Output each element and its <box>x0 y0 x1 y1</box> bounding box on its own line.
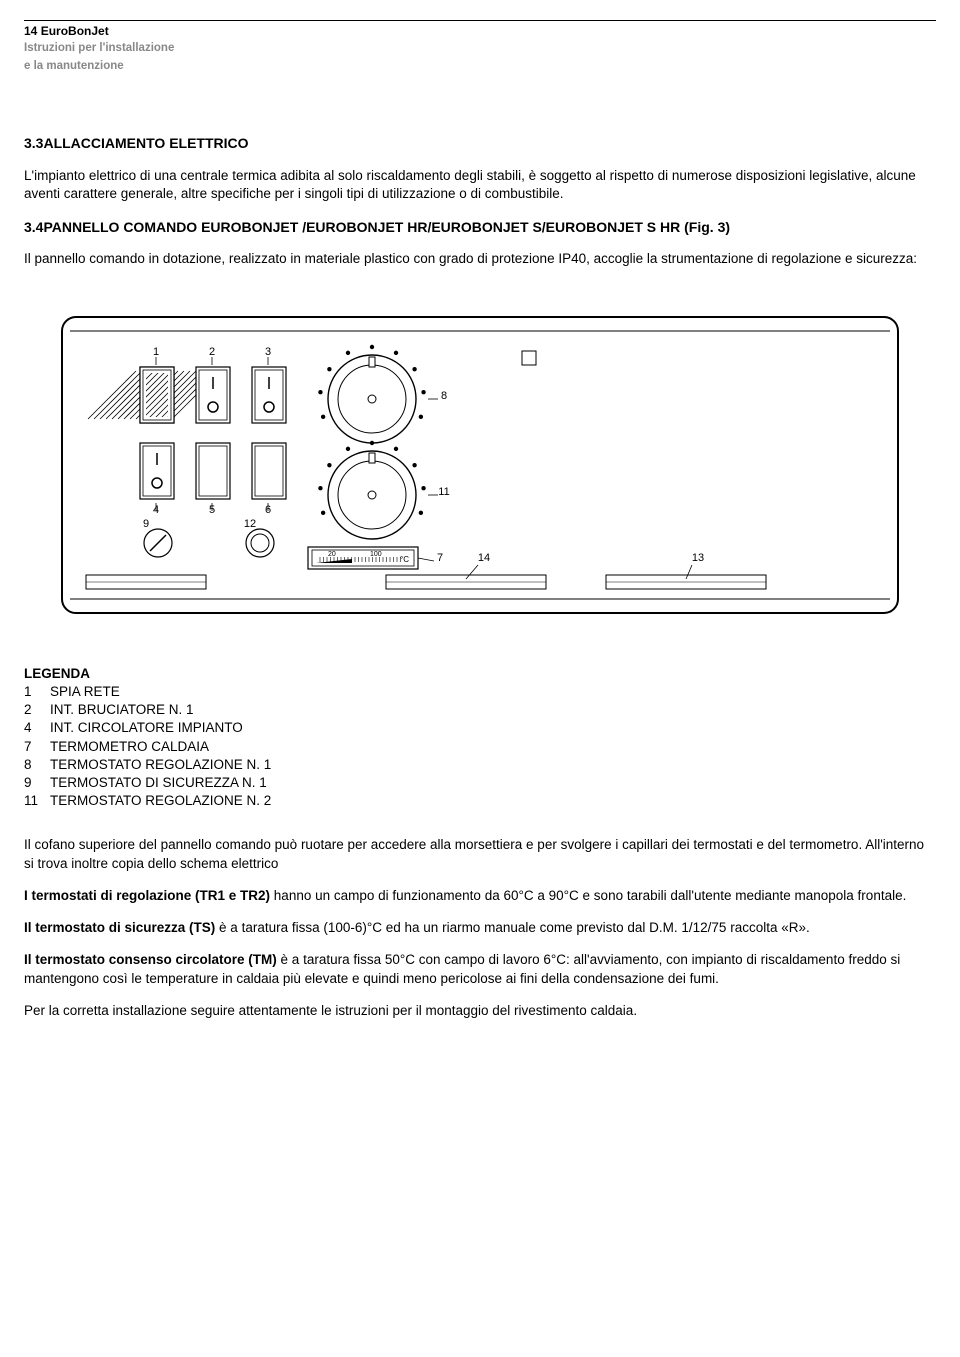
section-33-title: 3.3ALLACCIAMENTO ELETTRICO <box>24 134 936 153</box>
legend-item: 11TERMOSTATO REGOLAZIONE N. 2 <box>24 792 936 810</box>
svg-text:13: 13 <box>692 552 704 564</box>
page-header: 14 EuroBonJet Istruzioni per l'installaz… <box>24 23 936 74</box>
svg-text:8: 8 <box>441 390 447 402</box>
legend-item: 2INT. BRUCIATORE N. 1 <box>24 701 936 719</box>
svg-text:100: 100 <box>370 551 382 558</box>
svg-text:7: 7 <box>437 552 443 564</box>
svg-text:11: 11 <box>438 486 449 498</box>
svg-text:14: 14 <box>478 552 490 564</box>
legend-item: 1SPIA RETE <box>24 683 936 701</box>
footer-p1: Il cofano superiore del pannello comando… <box>24 836 936 872</box>
subtitle-2: e la manutenzione <box>24 60 124 72</box>
legend-list: 1SPIA RETE2INT. BRUCIATORE N. 14INT. CIR… <box>24 683 936 811</box>
product-name: EuroBonJet <box>41 24 109 38</box>
section-34-para: Il pannello comando in dotazione, realiz… <box>24 250 936 268</box>
subtitle-1: Istruzioni per l'installazione <box>24 42 174 54</box>
svg-text:°C: °C <box>400 555 409 564</box>
footer-p3: Il termostato di sicurezza (TS) è a tara… <box>24 919 936 937</box>
svg-text:2: 2 <box>209 346 215 358</box>
svg-text:9: 9 <box>143 518 149 530</box>
legend-item: 4INT. CIRCOLATORE IMPIANTO <box>24 719 936 737</box>
svg-text:3: 3 <box>265 346 271 358</box>
legend-item: 7TERMOMETRO CALDAIA <box>24 738 936 756</box>
svg-text:20: 20 <box>328 551 336 558</box>
section-33-para: L'impianto elettrico di una centrale ter… <box>24 167 936 203</box>
control-panel-diagram: 20100°C12345681191271413 <box>24 303 936 629</box>
legend-item: 8TERMOSTATO REGOLAZIONE N. 1 <box>24 756 936 774</box>
footer-p2: I termostati di regolazione (TR1 e TR2) … <box>24 887 936 905</box>
footer-p5: Per la corretta installazione seguire at… <box>24 1002 936 1020</box>
page-number: 14 <box>24 24 37 38</box>
section-34-title: 3.4PANNELLO COMANDO EUROBONJET /EUROBONJ… <box>24 218 936 237</box>
svg-text:12: 12 <box>244 518 256 530</box>
legend-item: 9TERMOSTATO DI SICUREZZA N. 1 <box>24 774 936 792</box>
legend-title: LEGENDA <box>24 665 936 683</box>
svg-text:1: 1 <box>153 346 159 358</box>
panel-svg: 20100°C12345681191271413 <box>46 303 914 629</box>
footer-p4: Il termostato consenso circolatore (TM) … <box>24 951 936 987</box>
